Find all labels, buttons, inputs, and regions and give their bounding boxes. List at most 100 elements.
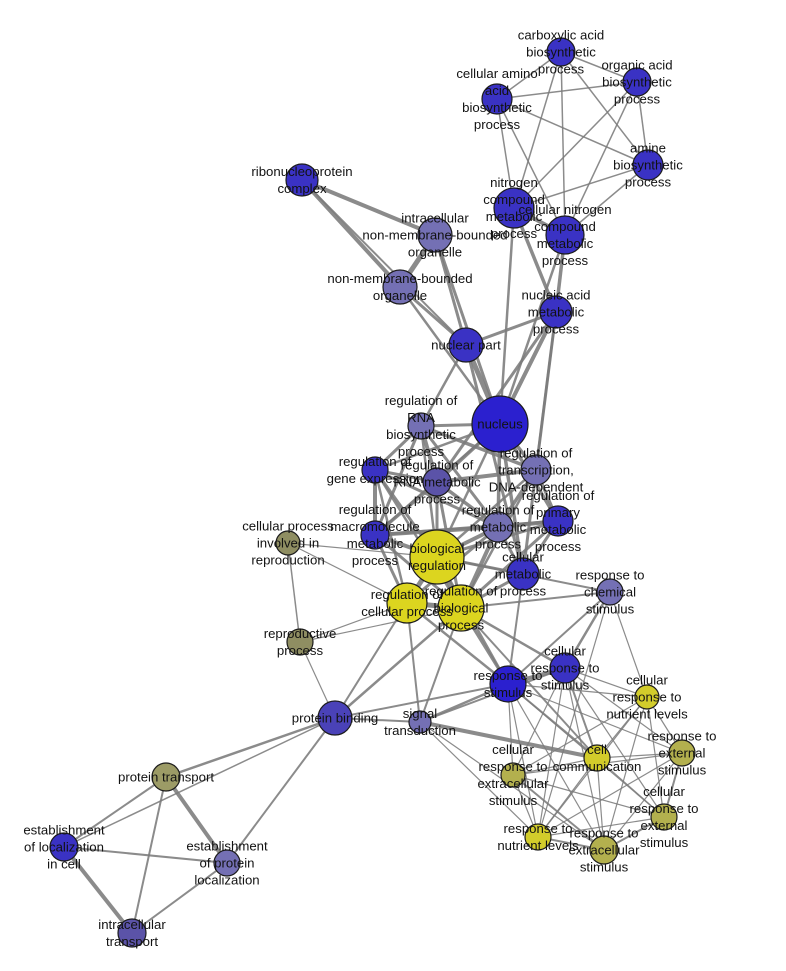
graph-edge-n15-n22 <box>373 469 409 604</box>
graph-edge-n1-n6 <box>560 51 566 236</box>
node-label-n8: intracellular non-membrane-bounded organel… <box>362 211 507 260</box>
graph-edge-n23-n29 <box>334 607 462 719</box>
graph-edge-n29-n40 <box>226 717 336 864</box>
graph-edge-n28-n30 <box>419 667 566 723</box>
node-label-n21: biological regulation <box>408 541 466 573</box>
graph-node-n26[interactable] <box>286 628 314 656</box>
graph-node-n29[interactable] <box>317 700 353 736</box>
node-label-n18: regulation of primary metabolic process <box>522 488 595 554</box>
node-label-n40: establishment of protein localization <box>186 839 268 888</box>
graph-edge-n3-n5 <box>513 81 638 209</box>
graph-node-n8[interactable] <box>417 217 453 253</box>
graph-node-n27[interactable] <box>489 665 527 703</box>
graph-node-n6[interactable] <box>545 215 585 255</box>
graph-node-n40[interactable] <box>213 849 241 877</box>
graph-node-n30[interactable] <box>408 710 432 734</box>
node-label-n15: regulation of gene expression <box>327 454 424 486</box>
graph-node-n36[interactable] <box>589 835 619 865</box>
graph-node-n41[interactable] <box>117 918 147 948</box>
graph-node-n22[interactable] <box>386 582 428 624</box>
graph-node-n21[interactable] <box>409 529 465 585</box>
graph-node-n11[interactable] <box>448 327 484 363</box>
graph-edge-n14-n16 <box>436 468 537 484</box>
graph-edge-n28-n33 <box>564 667 598 759</box>
node-label-n7: ribonucleoprotein complex <box>251 164 352 196</box>
graph-node-n33[interactable] <box>583 744 611 772</box>
graph-node-n37[interactable] <box>650 803 678 831</box>
node-label-n23: regulation of biological process <box>425 584 498 633</box>
graph-edge-n27-n35 <box>507 683 539 838</box>
node-label-n37: cellular response to external stimulus <box>630 784 699 850</box>
graph-edge-n27-n31 <box>507 683 648 698</box>
graph-edge-n40-n41 <box>131 862 228 934</box>
graph-edge-n34-n37 <box>512 774 665 818</box>
node-label-n10: nucleic acid metabolic process <box>522 288 591 337</box>
node-label-n14: regulation of transcription, DNA-dependent <box>489 446 584 495</box>
graph-edge-n32-n35 <box>537 752 683 838</box>
graph-edge-n25-n26 <box>287 542 301 643</box>
graph-node-n34[interactable] <box>500 762 526 788</box>
graph-node-n19[interactable] <box>360 520 390 550</box>
graph-node-n31[interactable] <box>634 684 660 710</box>
graph-node-n25[interactable] <box>275 530 301 556</box>
graph-node-n18[interactable] <box>542 505 574 537</box>
graph-edge-n35-n37 <box>537 816 665 838</box>
node-label-n27: response to stimulus <box>474 668 543 700</box>
graph-edge-n29-n39 <box>63 717 336 848</box>
graph-edge-n33-n36 <box>596 757 605 851</box>
graph-node-n28[interactable] <box>549 652 581 684</box>
node-label-n2: cellular amino acid biosynthetic process <box>456 66 537 132</box>
graph-edge-n39-n40 <box>63 846 228 864</box>
graph-node-n7[interactable] <box>285 163 319 197</box>
graph-node-n15[interactable] <box>361 456 389 484</box>
node-label-n22: regulation of cellular process <box>361 587 453 619</box>
graph-edge-n27-n29 <box>334 683 509 719</box>
graph-edge-n31-n36 <box>603 696 648 851</box>
graph-node-n4[interactable] <box>632 149 664 181</box>
node-label-n13: regulation of RNA biosynthetic process <box>385 393 458 459</box>
graph-node-n3[interactable] <box>622 67 652 97</box>
graph-node-n5[interactable] <box>493 187 535 229</box>
node-label-n9: non-membrane-bounded organelle <box>327 271 472 303</box>
node-label-n20: cellular metabolic process <box>495 550 552 599</box>
node-label-n4: amine biosynthetic process <box>613 141 683 190</box>
graph-edge-n24-n35 <box>537 591 611 838</box>
graph-node-n39[interactable] <box>49 832 79 862</box>
graph-edge-n28-n37 <box>564 667 665 818</box>
node-label-n36: response to extracellular stimulus <box>568 826 640 875</box>
graph-edge-n4-n5 <box>513 164 649 209</box>
graph-edge-n34-n36 <box>512 774 605 851</box>
graph-node-n2[interactable] <box>481 83 513 115</box>
graph-node-n32[interactable] <box>668 739 696 767</box>
node-label-n16: regulation of RNA metabolic process <box>393 458 481 507</box>
graph-node-n9[interactable] <box>382 269 418 305</box>
graph-node-n10[interactable] <box>539 295 573 329</box>
graph-node-n20[interactable] <box>506 557 540 591</box>
graph-edge-n33-n37 <box>596 757 665 818</box>
node-label-n30: signal transduction <box>384 706 456 738</box>
graph-node-n17[interactable] <box>482 511 514 543</box>
graph-node-n38[interactable] <box>151 762 181 792</box>
graph-node-n14[interactable] <box>520 454 552 486</box>
node-label-n33: cell communication <box>553 742 642 774</box>
graph-edge-n31-n34 <box>512 696 648 776</box>
node-label-n38: protein transport <box>118 770 214 785</box>
node-label-n25: cellular process involved in reproduction <box>242 519 334 568</box>
graph-edge-n33-n35 <box>537 757 598 838</box>
graph-node-n13[interactable] <box>407 412 435 440</box>
node-label-n29: protein binding <box>292 711 379 726</box>
graph-node-n16[interactable] <box>422 467 452 497</box>
node-label-n34: cellular response to extracellular stimulus <box>477 742 549 808</box>
label-layer: carboxylic acid biosynthetic processcellul… <box>23 28 716 950</box>
graph-edge-n32-n36 <box>603 752 683 851</box>
graph-edge-n7-n11 <box>301 179 467 346</box>
graph-node-n24[interactable] <box>596 578 624 606</box>
node-label-n41: intracellular transport <box>98 917 166 949</box>
graph-node-n23[interactable] <box>437 584 485 632</box>
graph-node-n1[interactable] <box>546 37 576 67</box>
graph-node-n12[interactable] <box>471 395 529 453</box>
graph-edge-n30-n33 <box>419 720 598 760</box>
graph-edge-n6-n12 <box>498 234 567 425</box>
graph-node-n35[interactable] <box>524 823 552 851</box>
